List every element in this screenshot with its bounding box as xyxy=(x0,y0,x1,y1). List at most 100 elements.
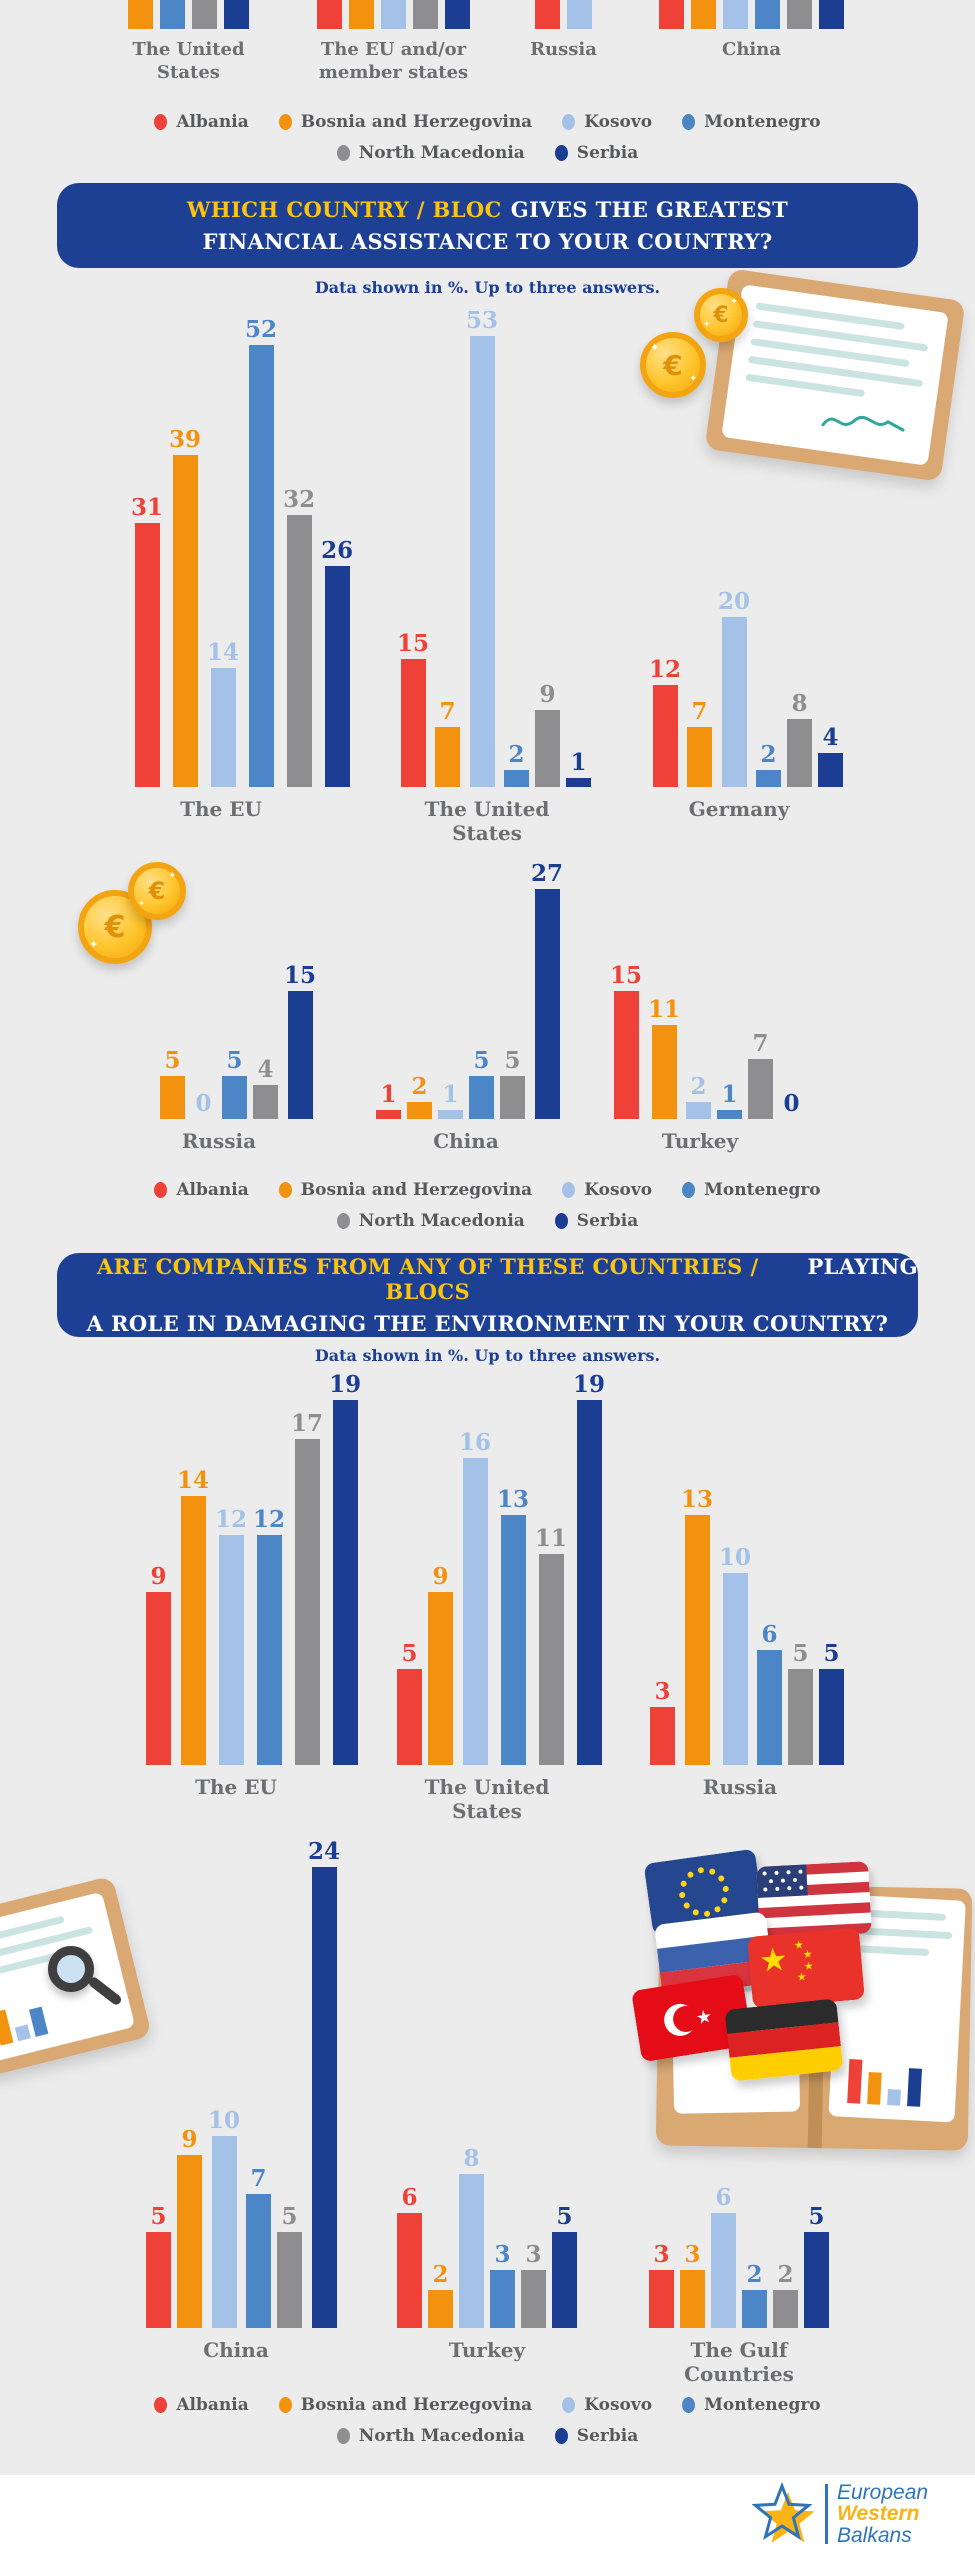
bar xyxy=(535,0,560,29)
bar xyxy=(324,566,350,787)
bar-slot: 15 xyxy=(610,855,642,1119)
bar-value-label: 2 xyxy=(411,1073,428,1100)
bar-value-label: 32 xyxy=(283,486,316,513)
bar xyxy=(435,727,461,787)
bar-value-label: 8 xyxy=(463,2145,480,2172)
legend-row: Albania Bosnia and Herzegovina Kosovo Monte… xyxy=(154,1180,821,1200)
legend-row: North Macedonia Serbia xyxy=(336,143,639,163)
bar-slot: 5 xyxy=(788,1368,814,1765)
eu-flag-icon xyxy=(643,1848,765,1936)
bar xyxy=(248,345,274,787)
header-highlight-text: WHICH COUNTRY / BLOC xyxy=(186,197,502,222)
bar-slot: 32 xyxy=(283,300,315,787)
svg-text:★: ★ xyxy=(793,1938,804,1952)
bar-slot: 19 xyxy=(329,1368,361,1765)
mini-chart-bar xyxy=(867,2072,882,2105)
bar xyxy=(160,1076,185,1119)
bar-slot: 14 xyxy=(177,1368,209,1765)
category-label: The EU xyxy=(195,1775,277,1799)
chart-group: 3 13 10 6 5 5 Russia xyxy=(650,1368,845,1799)
svg-text:★: ★ xyxy=(758,1940,790,1980)
category-label: Russia xyxy=(181,1129,257,1153)
legend-label: Serbia xyxy=(576,143,639,163)
bar-slot: 3 xyxy=(490,1835,515,2328)
bar-slot: 16 xyxy=(459,1368,491,1765)
bar xyxy=(521,2270,546,2328)
bar xyxy=(286,515,312,787)
bar-slot: 9 xyxy=(535,300,561,787)
legend-item: Albania xyxy=(154,2395,249,2415)
mini-chart-bar xyxy=(887,2089,901,2106)
bar-value-label: 19 xyxy=(329,1371,362,1398)
bar xyxy=(218,1535,244,1765)
bar-value-label: 5 xyxy=(504,1047,521,1074)
bar xyxy=(459,2174,484,2328)
bar xyxy=(253,1085,278,1119)
bar-value-label: 5 xyxy=(281,2203,298,2230)
legend-dot xyxy=(278,1182,292,1198)
bar-value-label: 52 xyxy=(245,316,278,343)
legend-label: Serbia xyxy=(576,2426,639,2446)
bar xyxy=(294,1439,320,1765)
category-label: Russia xyxy=(530,39,597,60)
logo-divider xyxy=(825,2484,828,2544)
bar xyxy=(413,0,438,29)
document-coins-decoration: € ✦ ✦ € ✦ ✦ xyxy=(628,268,968,487)
bar xyxy=(400,659,426,787)
folder-magnifier-decoration xyxy=(0,1875,170,2088)
legend-item: Montenegro xyxy=(682,112,821,132)
bar xyxy=(659,0,684,29)
legend-dot xyxy=(336,145,350,161)
chart-group: 3 3 6 2 2 5 The Gulf Countries xyxy=(649,1835,829,2386)
header-line: WHICH COUNTRY / BLOC GIVES THE GREATEST xyxy=(57,197,918,222)
legend-item: Kosovo xyxy=(562,2395,652,2415)
bar-value-label: 15 xyxy=(284,962,317,989)
top-chart-group: The EU and/or member states xyxy=(317,0,470,83)
legend-item: Serbia xyxy=(554,143,639,163)
category-label: China xyxy=(203,2338,269,2362)
bar xyxy=(757,1650,783,1765)
legend-label: Kosovo xyxy=(584,112,653,132)
bar-slot: 19 xyxy=(573,1368,605,1765)
svg-text:★: ★ xyxy=(695,2006,714,2029)
legend-dot xyxy=(154,2397,168,2413)
legend-dot xyxy=(554,1213,568,1229)
bar-value-label: 8 xyxy=(791,690,808,717)
bar xyxy=(438,1110,463,1119)
bar-slot: 6 xyxy=(757,1368,783,1765)
chart-group: 6 2 8 3 3 5 Turkey xyxy=(397,1835,577,2362)
bar xyxy=(500,1076,525,1119)
header-text: GIVES THE GREATEST xyxy=(510,197,789,222)
bar xyxy=(277,2232,303,2328)
bar-value-label: 20 xyxy=(718,588,751,615)
bar xyxy=(576,1400,602,1765)
bar-value-label: 2 xyxy=(760,741,777,768)
bar-value-label: 5 xyxy=(164,1047,181,1074)
bar xyxy=(428,1592,453,1765)
bar-value-label: 2 xyxy=(690,1073,707,1100)
legend-item: North Macedonia xyxy=(336,2426,525,2446)
bar-slot: 11 xyxy=(535,1368,567,1765)
bar xyxy=(146,1592,171,1765)
bar-slot: 20 xyxy=(718,300,750,787)
category-label: The United States xyxy=(424,1775,550,1823)
bar-value-label: 3 xyxy=(525,2241,542,2268)
bar-value-label: 12 xyxy=(253,1506,286,1533)
legend-label: Montenegro xyxy=(704,1180,821,1200)
question-header-1: WHICH COUNTRY / BLOC GIVES THE GREATEST … xyxy=(57,183,918,268)
legend-dot xyxy=(562,1182,576,1198)
bar-value-label: 16 xyxy=(459,1429,492,1456)
bar-slot: 26 xyxy=(321,300,353,787)
category-label: Germany xyxy=(688,797,790,821)
bar-value-label: 7 xyxy=(691,698,708,725)
legend-item: Bosnia and Herzegovina xyxy=(278,1180,532,1200)
bar xyxy=(748,1059,774,1119)
bar xyxy=(332,1400,358,1765)
bar xyxy=(538,1554,564,1765)
bar-value-label: 14 xyxy=(207,639,240,666)
bar-slot: 9 xyxy=(146,1368,171,1765)
bar-value-label: 12 xyxy=(649,656,682,683)
bar xyxy=(172,455,198,787)
svg-text:★: ★ xyxy=(796,1970,807,1984)
